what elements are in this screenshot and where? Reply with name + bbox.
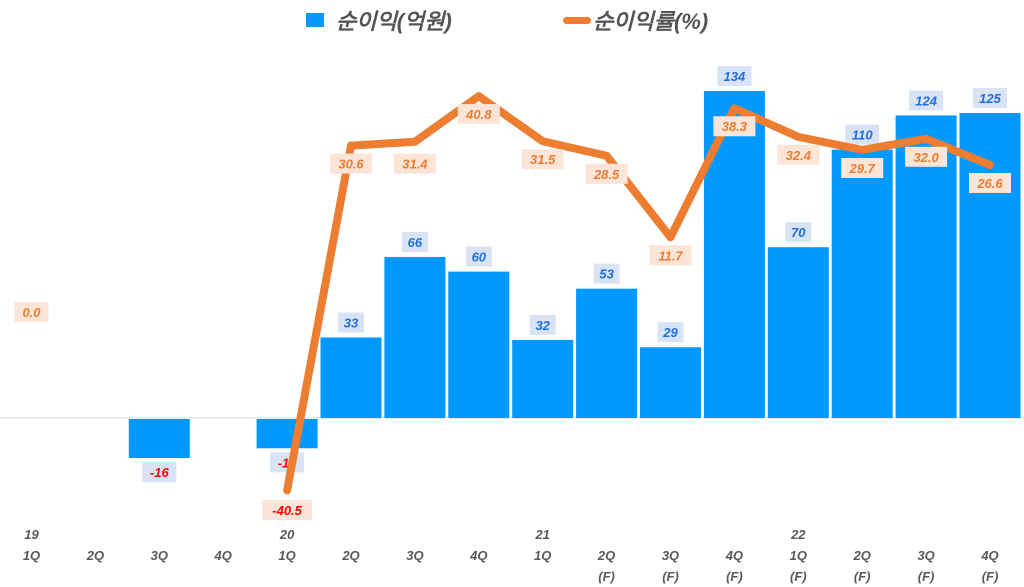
- svg-text:60: 60: [472, 250, 487, 265]
- bar-value-label: 70: [785, 222, 812, 243]
- x-axis-label: 2Q (F): [597, 548, 616, 584]
- legend-label-net-margin: 순이익률(%): [593, 9, 709, 34]
- x-axis-label: 4Q (F): [981, 548, 999, 584]
- bar: [448, 271, 510, 418]
- x-axis-label: 20 1Q: [278, 527, 296, 563]
- svg-text:29: 29: [662, 325, 678, 340]
- bar: [767, 247, 829, 418]
- x-axis-label: 3Q: [406, 548, 424, 563]
- x-axis-label: 3Q (F): [917, 548, 935, 584]
- line-value-label: 38.3: [713, 116, 756, 137]
- line-value-label: 32.0: [905, 146, 948, 167]
- bar-value-label: 60: [465, 246, 492, 267]
- x-axis-label: 3Q: [150, 548, 168, 563]
- x-axis-label: 4Q (F): [725, 548, 744, 584]
- line-value-label: 31.5: [521, 149, 564, 170]
- bar: [576, 288, 638, 418]
- svg-text:70: 70: [791, 225, 806, 240]
- x-axis-label: 2Q: [86, 548, 105, 563]
- bar-value-label: 29: [657, 322, 684, 343]
- svg-text:31.5: 31.5: [530, 152, 556, 167]
- svg-text:33: 33: [344, 315, 359, 330]
- x-axis-label: 21 1Q: [534, 527, 552, 563]
- svg-text:0.0: 0.0: [22, 305, 41, 320]
- bar-value-label: 32: [529, 314, 556, 335]
- svg-text:-40.5: -40.5: [272, 503, 302, 518]
- line-value-label: 29.7: [841, 157, 884, 178]
- svg-text:30.6: 30.6: [338, 157, 364, 172]
- x-axis-label: 19 1Q: [22, 527, 41, 563]
- legend-item-net-profit: 순이익(억원): [306, 4, 452, 36]
- svg-text:-16: -16: [150, 465, 170, 480]
- svg-text:32.0: 32.0: [913, 150, 939, 165]
- svg-text:110: 110: [852, 128, 873, 143]
- bar-series: [128, 91, 1021, 459]
- line-value-label: 31.4: [393, 153, 436, 174]
- x-axis-label: 2Q (F): [853, 548, 871, 584]
- line-value-label: 11.7: [649, 245, 692, 266]
- svg-text:29.7: 29.7: [849, 161, 876, 176]
- line-value-label: 26.6: [969, 172, 1011, 193]
- svg-text:66: 66: [408, 235, 423, 250]
- svg-text:38.3: 38.3: [722, 119, 748, 134]
- bar: [703, 91, 765, 418]
- svg-text:26.6: 26.6: [976, 176, 1003, 191]
- svg-text:40.8: 40.8: [465, 107, 492, 122]
- bar-value-label: 53: [593, 263, 620, 284]
- bar: [128, 419, 190, 459]
- x-axis-label: 4Q: [214, 548, 232, 563]
- bar-value-label: 33: [338, 312, 364, 333]
- line-value-label: 30.6: [330, 153, 372, 174]
- bar: [320, 337, 382, 418]
- bar-value-label: 134: [717, 66, 752, 87]
- line-data-labels: 0.0 -40.5 30.6 31.4 40.8 31.5 28.5 11.7 38.3 32.4…: [14, 104, 1011, 520]
- bar: [512, 339, 574, 418]
- legend-label-net-profit: 순이익(억원): [336, 9, 452, 34]
- svg-text:28.5: 28.5: [593, 167, 620, 182]
- bar-value-label: 124: [909, 90, 944, 111]
- line-swatch-icon: [563, 16, 591, 24]
- line-value-label: 28.5: [585, 163, 628, 184]
- svg-text:53: 53: [599, 267, 614, 282]
- bar: [640, 347, 701, 418]
- bar-value-label: 110: [845, 124, 880, 145]
- svg-text:32.4: 32.4: [786, 148, 812, 163]
- bar-value-label: 125: [973, 88, 1007, 108]
- line-value-label: 32.4: [777, 144, 820, 165]
- svg-text:31.4: 31.4: [402, 157, 428, 172]
- bar: [384, 256, 446, 418]
- bar-value-label: -16: [142, 462, 177, 483]
- x-axis-label: 2Q: [342, 548, 360, 563]
- svg-text:134: 134: [724, 69, 746, 84]
- line-value-label: 0.0: [14, 302, 49, 322]
- svg-text:32: 32: [535, 318, 550, 333]
- margin-line: [283, 92, 994, 495]
- line-value-label: -40.5: [262, 500, 313, 520]
- svg-text:11.7: 11.7: [658, 248, 683, 263]
- x-axis-label: 4Q: [470, 548, 488, 563]
- svg-text:124: 124: [915, 93, 937, 108]
- svg-text:125: 125: [979, 91, 1001, 106]
- x-axis-label: 3Q (F): [661, 548, 680, 584]
- line-value-label: 40.8: [457, 104, 500, 125]
- bar-swatch-icon: [306, 13, 324, 27]
- x-axis-label: 22 1Q (F): [789, 527, 807, 584]
- legend-item-net-margin: 순이익률(%): [563, 4, 708, 36]
- bar: [256, 419, 318, 449]
- bar-value-label: 66: [401, 231, 428, 252]
- bar: [831, 149, 893, 418]
